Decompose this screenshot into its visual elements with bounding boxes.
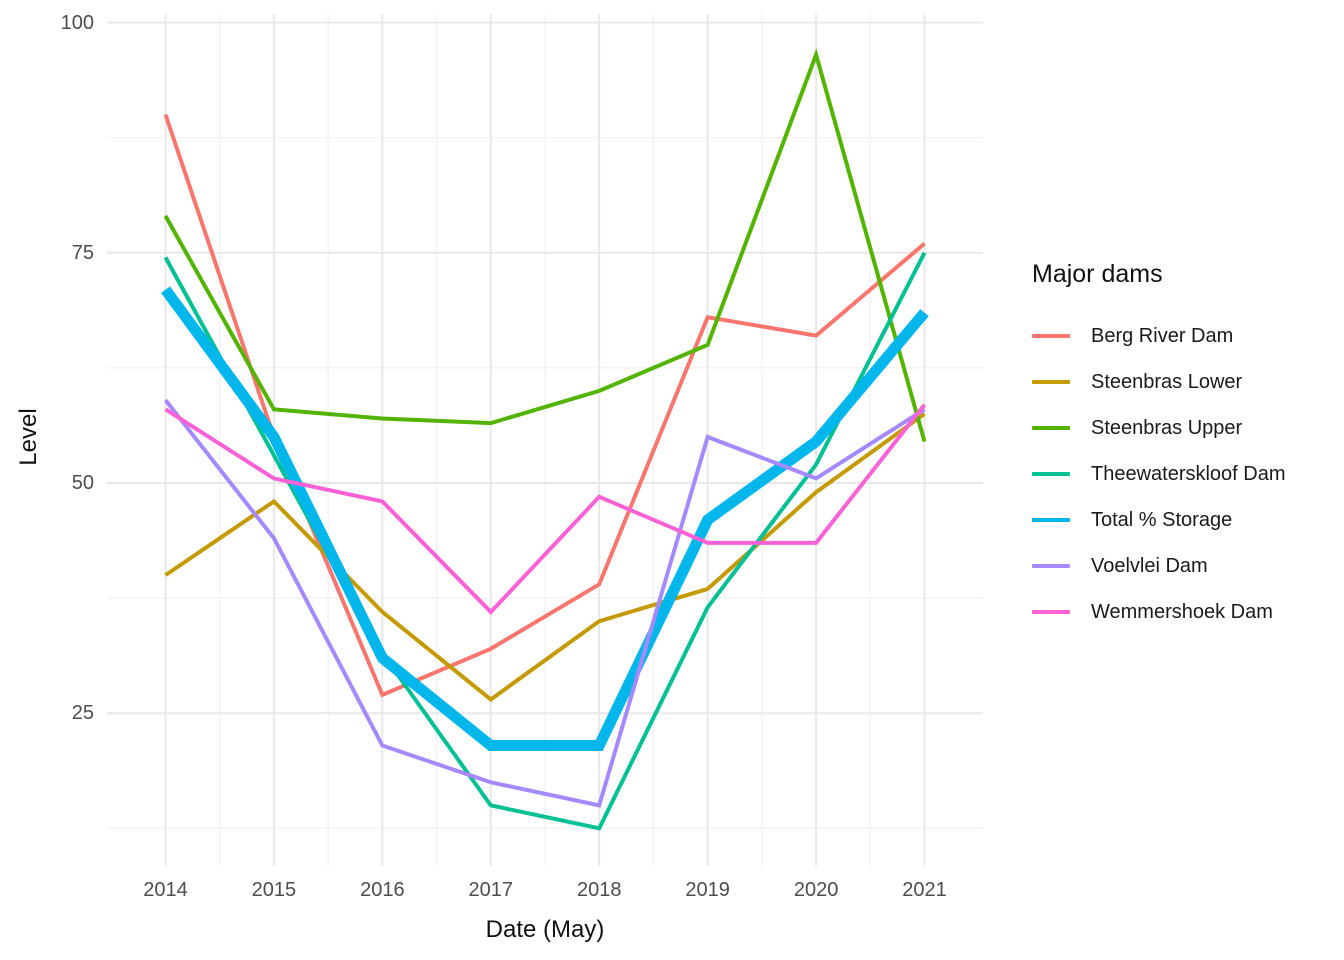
legend-title: Major dams bbox=[1032, 260, 1163, 288]
legend-line-swatch bbox=[1032, 426, 1070, 430]
x-axis-tick-label: 2014 bbox=[143, 879, 188, 901]
y-axis-title: Level bbox=[15, 408, 42, 466]
legend-item-label: Wemmershoek Dam bbox=[1091, 600, 1273, 623]
legend-item: Theewaterskloof Dam bbox=[1032, 451, 1286, 497]
y-axis-tick-label: 100 bbox=[60, 11, 94, 34]
series-line-steenbras-lower bbox=[164, 412, 926, 702]
y-axis-tick-label: 25 bbox=[71, 702, 94, 725]
legend-item: Wemmershoek Dam bbox=[1032, 589, 1286, 635]
legend-items: Berg River Dam Steenbras Lower Steenbras… bbox=[1032, 313, 1286, 635]
x-axis-tick-label: 2019 bbox=[685, 879, 730, 901]
legend-item: Berg River Dam bbox=[1032, 313, 1286, 359]
legend-item-label: Voelvlei Dam bbox=[1091, 554, 1208, 577]
x-axis-tick-label: 2016 bbox=[360, 879, 405, 901]
legend-item-label: Steenbras Lower bbox=[1091, 370, 1243, 393]
legend-item-label: Berg River Dam bbox=[1091, 324, 1234, 347]
legend-item: Steenbras Upper bbox=[1032, 405, 1286, 451]
legend-item-label: Steenbras Upper bbox=[1091, 416, 1243, 439]
x-axis-tick-label: 2021 bbox=[902, 879, 947, 901]
x-axis-title: Date (May) bbox=[485, 916, 605, 943]
series-line-steenbras-upper bbox=[163, 48, 927, 443]
x-axis-tick-label: 2018 bbox=[576, 879, 622, 901]
legend-line-swatch bbox=[1032, 334, 1070, 338]
legend-item-label: Total % Storage bbox=[1091, 508, 1233, 531]
x-axis-tick-label: 2015 bbox=[251, 879, 297, 901]
y-axis-tick-label: 50 bbox=[71, 472, 94, 494]
legend-line-swatch bbox=[1032, 380, 1070, 384]
series-line-theewaterskloof-dam bbox=[163, 251, 927, 831]
legend-item: Steenbras Lower bbox=[1032, 359, 1286, 405]
series-line-wemmershoek-dam bbox=[164, 403, 927, 615]
legend-item: Total % Storage bbox=[1032, 497, 1286, 543]
legend: Major dams Berg River Dam Steenbras Lowe… bbox=[1032, 260, 1286, 635]
legend-line-swatch bbox=[1032, 610, 1070, 614]
legend-line-swatch bbox=[1032, 518, 1070, 522]
legend-line-swatch bbox=[1032, 564, 1070, 568]
x-axis-tick-label: 2017 bbox=[468, 879, 514, 901]
series-line-voelvlei-dam bbox=[163, 398, 926, 808]
y-axis-tick-label: 75 bbox=[71, 241, 94, 264]
legend-item: Voelvlei Dam bbox=[1032, 543, 1286, 589]
x-axis-tick-label: 2020 bbox=[793, 879, 839, 901]
series-line-total-storage bbox=[161, 286, 929, 751]
legend-item-label: Theewaterskloof Dam bbox=[1091, 462, 1286, 485]
legend-line-swatch bbox=[1032, 472, 1070, 476]
